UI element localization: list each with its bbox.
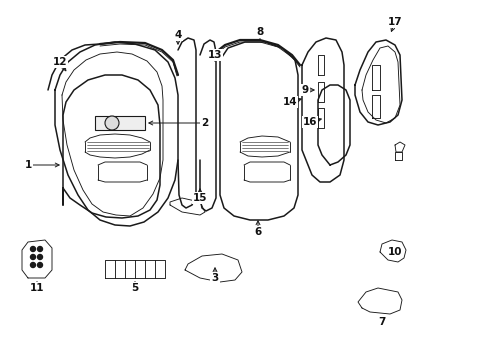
- Text: 12: 12: [53, 57, 67, 67]
- Circle shape: [38, 262, 43, 267]
- Text: 3: 3: [211, 273, 219, 283]
- Text: 4: 4: [174, 30, 182, 40]
- Text: 6: 6: [254, 227, 262, 237]
- Bar: [95, 116, 145, 130]
- Text: 9: 9: [301, 85, 309, 95]
- Text: 15: 15: [193, 193, 207, 203]
- Text: 17: 17: [388, 17, 402, 27]
- Text: 13: 13: [208, 50, 222, 60]
- Text: 1: 1: [24, 160, 32, 170]
- Text: 14: 14: [283, 97, 297, 107]
- Text: 2: 2: [201, 118, 209, 128]
- Circle shape: [38, 247, 43, 252]
- Text: 5: 5: [131, 283, 139, 293]
- Circle shape: [30, 255, 35, 260]
- Text: 8: 8: [256, 27, 264, 37]
- Circle shape: [30, 247, 35, 252]
- Circle shape: [30, 262, 35, 267]
- Text: 16: 16: [303, 117, 317, 127]
- Circle shape: [105, 116, 119, 130]
- Text: 11: 11: [30, 283, 44, 293]
- Circle shape: [38, 255, 43, 260]
- Text: 10: 10: [388, 247, 402, 257]
- Text: 7: 7: [378, 317, 386, 327]
